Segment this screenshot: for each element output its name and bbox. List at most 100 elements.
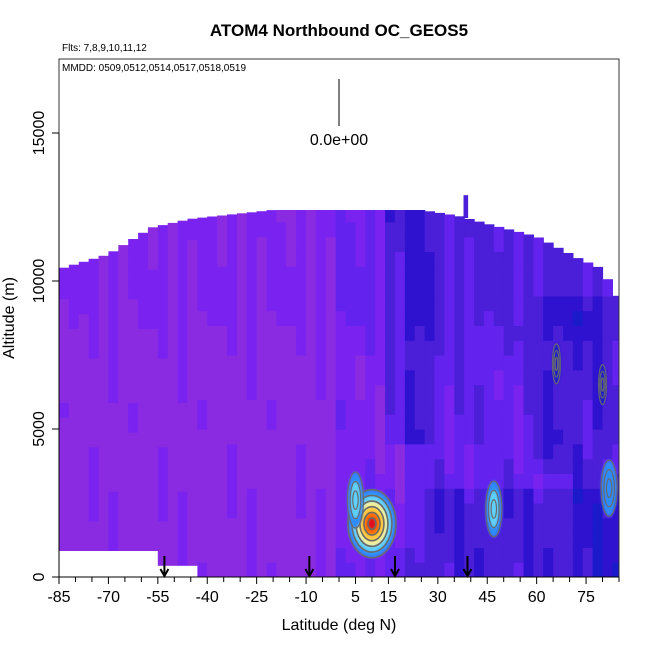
field-cell [256, 266, 268, 282]
field-cell [236, 266, 248, 282]
field-cell [602, 443, 613, 460]
field-cell [434, 355, 445, 371]
field-cell [157, 432, 169, 448]
field-cell [68, 358, 80, 374]
field-cell [266, 355, 277, 371]
field-cell [493, 226, 505, 238]
field-cell [128, 328, 139, 344]
field-cell [533, 414, 544, 430]
field-cell [266, 443, 277, 460]
field-cell [266, 414, 277, 430]
field-cell [503, 295, 515, 312]
field-cell [424, 281, 436, 297]
field-cell [325, 325, 337, 341]
field-cell [523, 236, 534, 252]
field-cell [128, 461, 139, 477]
field-cell [59, 417, 70, 433]
field-cell [256, 443, 268, 460]
field-cell [553, 384, 564, 400]
field-cell [464, 266, 475, 282]
field-cell [612, 369, 619, 386]
field-cell [325, 266, 337, 282]
field-cell [533, 517, 544, 534]
field-cell [266, 458, 277, 474]
field-cell [503, 562, 515, 577]
field-cell [474, 384, 485, 400]
field-cell [444, 399, 455, 415]
field-cell [365, 473, 376, 489]
field-cell [266, 369, 277, 386]
field-cell [355, 458, 366, 474]
field-cell [306, 251, 317, 267]
field-cell [217, 488, 228, 504]
field-cell [582, 369, 594, 386]
field-cell [197, 562, 208, 577]
field-cell [177, 432, 189, 448]
field-cell [167, 284, 179, 300]
field-cell [335, 281, 347, 297]
field-cell [306, 221, 317, 238]
field-cell [78, 358, 90, 374]
field-cell [296, 281, 307, 297]
field-cell [612, 310, 619, 326]
field-cell [266, 210, 277, 223]
field-cell [108, 254, 119, 270]
field-cell [227, 562, 238, 577]
field-cell [395, 355, 406, 371]
field-cell [306, 340, 317, 356]
field-cell [424, 517, 436, 534]
field-cell [147, 491, 159, 507]
field-cell [187, 343, 198, 359]
field-cell [266, 517, 277, 534]
field-cell [59, 267, 70, 270]
field-cell [88, 491, 100, 507]
field-cell [404, 488, 416, 504]
field-cell [533, 369, 544, 386]
field-cell [513, 517, 525, 534]
field-cell [513, 488, 525, 504]
field-cell [355, 236, 366, 252]
field-cell [118, 387, 129, 403]
field-cell [157, 446, 169, 463]
field-cell [395, 503, 406, 519]
field-cell [572, 473, 584, 489]
field-cell [572, 325, 584, 341]
field-cell [543, 414, 554, 430]
field-cell [434, 212, 445, 223]
field-cell [147, 254, 159, 270]
field-cell [157, 491, 169, 507]
field-cell [474, 429, 485, 445]
field-cell [355, 340, 366, 356]
plume-contour [367, 517, 377, 531]
field-cell [493, 340, 505, 356]
field-cell [256, 325, 268, 341]
field-cell [306, 414, 317, 430]
field-cell [375, 295, 386, 312]
field-cell [395, 251, 406, 267]
field-cell [355, 210, 366, 223]
field-cell [118, 476, 129, 492]
field-cell [365, 429, 376, 445]
field-cell [602, 369, 613, 386]
field-cell [157, 372, 169, 389]
field-cell [286, 340, 297, 356]
field-cell [474, 221, 485, 223]
x-tick-label: -55 [146, 589, 169, 606]
field-cell [464, 562, 475, 577]
field-cell [167, 387, 179, 403]
field-cell [207, 295, 218, 312]
field-cell [553, 473, 564, 489]
field-cell [167, 506, 179, 522]
field-cell [533, 355, 544, 371]
field-cell [424, 488, 436, 504]
field-cell [602, 532, 613, 548]
field-cell [118, 432, 129, 448]
field-cell [157, 254, 169, 270]
field-cell [395, 266, 406, 282]
field-cell [395, 517, 406, 534]
field-cell [108, 387, 119, 403]
field-cell [503, 547, 515, 563]
field-cell [98, 402, 109, 418]
field-cell [592, 503, 604, 519]
x-tick-label: 15 [380, 589, 398, 606]
